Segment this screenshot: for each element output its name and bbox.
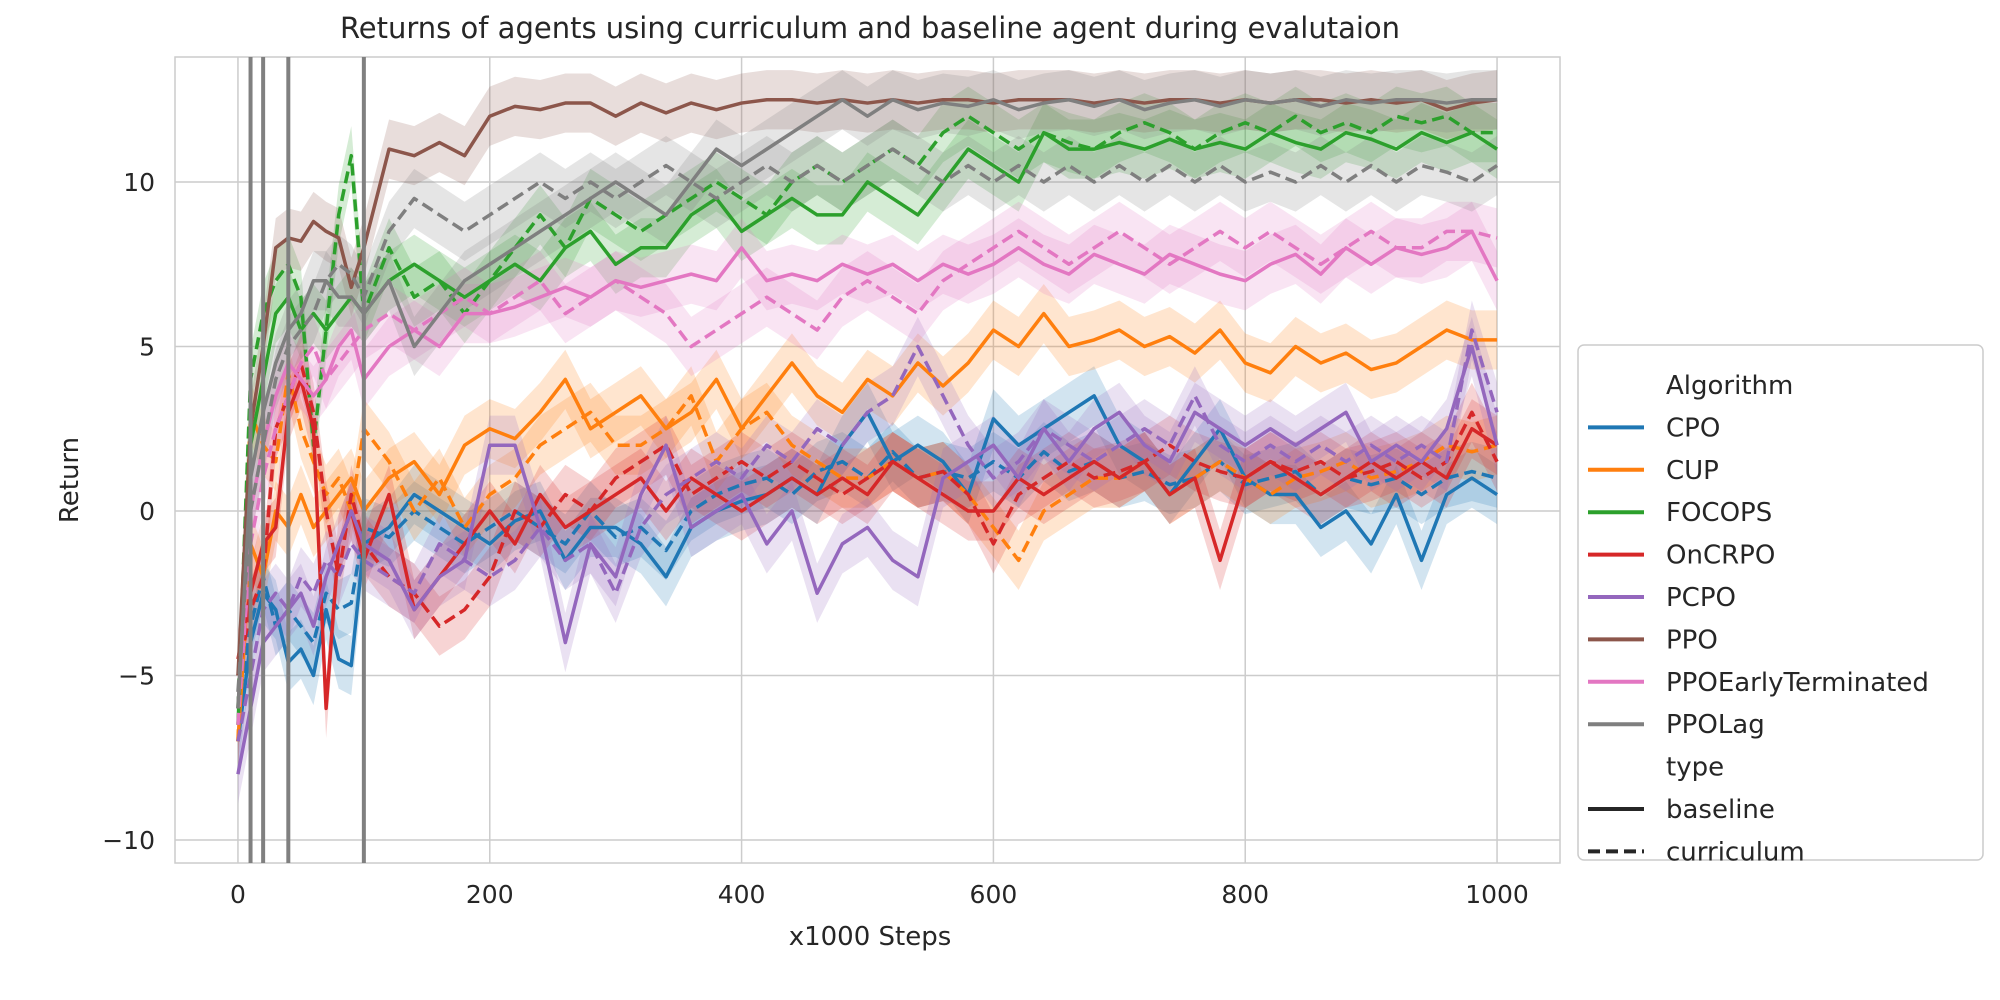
chart-title: Returns of agents using curriculum and b…: [340, 11, 1400, 45]
confidence-band-ppolag-baseline: [237, 70, 1498, 738]
legend-label: PCPO: [1666, 583, 1736, 613]
legend-title-type: type: [1666, 753, 1724, 783]
legend-label: PPOLag: [1666, 710, 1765, 740]
series-line-ppolag-curriculum: [236, 147, 1499, 693]
confidence-band-ppolag-curriculum: [237, 119, 1498, 722]
series-line-pcpo-curriculum: [236, 328, 1499, 742]
plot-area: [174, 56, 1561, 864]
confidence-band-oncrpo-curriculum: [237, 333, 1498, 706]
confidence-band-focops-curriculum: [237, 86, 1498, 738]
confidence-band-cpo-baseline: [237, 366, 1498, 771]
legend-label: OnCRPO: [1666, 541, 1775, 571]
series-group: [236, 70, 1499, 804]
confidence-band-ppoearlyterminated-baseline: [237, 201, 1498, 738]
legend-label: CUP: [1666, 456, 1719, 486]
confidence-band-cup-baseline: [237, 283, 1498, 771]
x-axis-label: x1000 Steps: [789, 922, 952, 952]
confidence-band-cup-curriculum: [237, 343, 1498, 771]
y-axis-label: Return: [55, 437, 85, 523]
legend-label: CPO: [1666, 413, 1720, 443]
legend-frame: [1577, 344, 1984, 861]
y-tick-label: −5: [118, 661, 155, 690]
legend-label: baseline: [1666, 795, 1775, 825]
legend-label: FOCOPS: [1666, 498, 1772, 528]
legend-title-algorithm: Algorithm: [1666, 371, 1793, 401]
x-tick-label: 400: [718, 880, 766, 909]
x-tick-label: 0: [230, 880, 246, 909]
y-tick-label: 5: [139, 333, 155, 362]
x-axis: 0 200 400 600 800 1000: [230, 880, 1529, 909]
series-line-cpo-curriculum: [236, 450, 1498, 709]
legend-label: PPOEarlyTerminated: [1666, 668, 1929, 698]
y-tick-label: 10: [123, 168, 155, 197]
y-tick-label: −10: [102, 826, 155, 855]
x-tick-label: 200: [466, 880, 514, 909]
plot-frame: [174, 56, 1561, 864]
series-line-ppolag-baseline: [236, 98, 1498, 709]
legend-label: PPO: [1666, 625, 1718, 655]
series-line-cup-curriculum: [236, 371, 1498, 742]
x-tick-label: 600: [970, 880, 1018, 909]
series-line-cup-baseline: [236, 311, 1498, 742]
x-tick-label: 1000: [1465, 880, 1529, 909]
series-line-ppoearlyterminated-curriculum: [236, 229, 1498, 725]
series-line-pcpo-baseline: [236, 344, 1499, 775]
series-line-ppoearlyterminated-baseline: [236, 229, 1499, 709]
legend: Algorithm CPO CUP FOCOPS OnCRPO PCPO PPO PPOEar…: [1577, 344, 1984, 867]
confidence-band-ppoearlyterminated-curriculum: [237, 201, 1498, 755]
confidence-band-cpo-curriculum: [237, 422, 1498, 738]
series-line-oncrpo-curriculum: [236, 361, 1499, 676]
y-tick-label: 0: [139, 497, 155, 526]
y-axis: −10 −5 0 5 10: [102, 168, 155, 855]
legend-label: curriculum: [1666, 837, 1805, 867]
x-tick-label: 800: [1221, 880, 1269, 909]
